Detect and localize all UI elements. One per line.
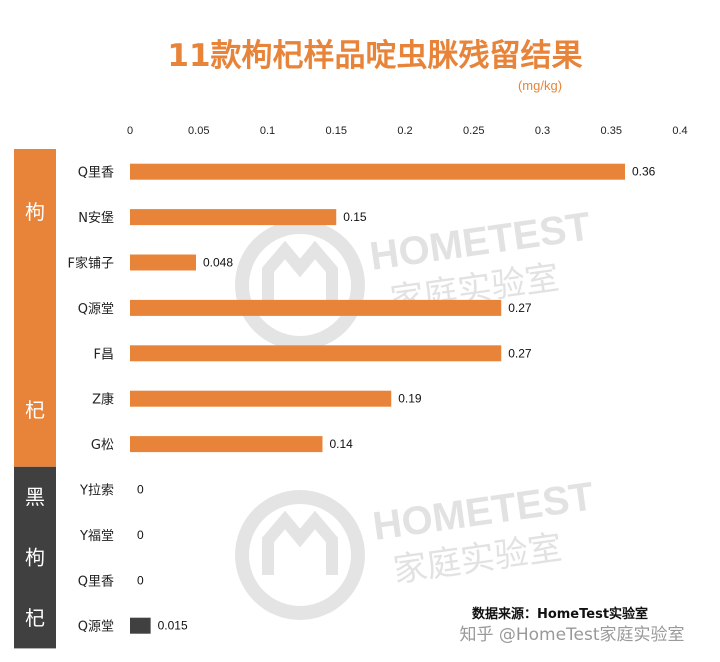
category-label: F家铺子 <box>68 256 114 272</box>
group-label-char: 杞 <box>25 398 45 422</box>
bar <box>130 163 625 180</box>
group-label-char: 黑 <box>25 485 45 509</box>
x-tick-label: 0 <box>127 125 133 137</box>
data-label: 0.15 <box>343 210 367 224</box>
chart-title: 11款枸杞样品啶虫脒残留结果 <box>167 38 582 74</box>
bar <box>130 254 196 271</box>
bars: Q里香 0.36 N安堡 0.15 F家铺子 0.048 Q源堂 0.27 F昌 0.27 Z康 0.… <box>68 163 656 635</box>
data-label: 0.27 <box>508 301 532 315</box>
group-band <box>14 466 56 649</box>
source-note: 数据来源：HomeTest实验室 <box>472 606 648 622</box>
x-tick-label: 0.25 <box>463 125 484 137</box>
data-label: 0 <box>137 528 144 542</box>
category-label: F昌 <box>94 347 114 362</box>
chart-unit-label: (mg/kg) <box>518 78 562 93</box>
category-label: Y拉索 <box>79 484 114 499</box>
bar <box>130 436 323 453</box>
bar <box>130 299 502 316</box>
data-label: 0 <box>137 483 144 497</box>
bar <box>130 617 151 634</box>
group-label-char: 杞 <box>25 606 45 630</box>
data-label: 0.36 <box>632 165 656 179</box>
x-tick-label: 0.4 <box>672 125 687 137</box>
data-label: 0.048 <box>203 256 233 270</box>
category-label: Z康 <box>92 392 114 408</box>
data-label: 0 <box>137 573 144 587</box>
category-label: Q里香 <box>78 166 114 181</box>
bar <box>130 390 392 407</box>
data-label: 0.19 <box>398 392 422 406</box>
group-label-char: 枸 <box>25 200 45 224</box>
bar <box>130 209 337 226</box>
data-label: 0.14 <box>330 437 354 451</box>
group-label-char: 枸 <box>25 546 45 570</box>
x-tick-label: 0.1 <box>260 125 275 137</box>
category-label: Q源堂 <box>78 302 114 317</box>
x-tick-label: 0.05 <box>188 125 209 137</box>
category-label: N安堡 <box>78 210 114 226</box>
x-tick-label: 0.3 <box>535 125 550 137</box>
watermark-top: HOMETEST 家庭实验室 <box>235 204 593 350</box>
watermark-logo-icon-2 <box>235 490 365 620</box>
data-label: 0.27 <box>508 346 532 360</box>
watermark-bottom: HOMETEST 家庭实验室 <box>235 474 596 620</box>
bar <box>130 345 502 362</box>
category-label: Q源堂 <box>78 620 114 635</box>
x-tick-label: 0.2 <box>397 125 412 137</box>
data-label: 0.015 <box>158 619 188 633</box>
group-band <box>14 149 56 467</box>
category-label: Q里香 <box>78 574 114 589</box>
x-axis-ticks: 0 0.05 0.1 0.15 0.2 0.25 0.3 0.35 0.4 <box>127 125 688 137</box>
category-label: G松 <box>91 438 114 453</box>
x-tick-label: 0.35 <box>601 125 622 137</box>
category-label: Y福堂 <box>79 529 114 544</box>
watermark-logo-icon <box>235 220 365 350</box>
x-tick-label: 0.15 <box>326 125 347 137</box>
footer-credit: 知乎 @HomeTest家庭实验室 <box>459 625 684 645</box>
